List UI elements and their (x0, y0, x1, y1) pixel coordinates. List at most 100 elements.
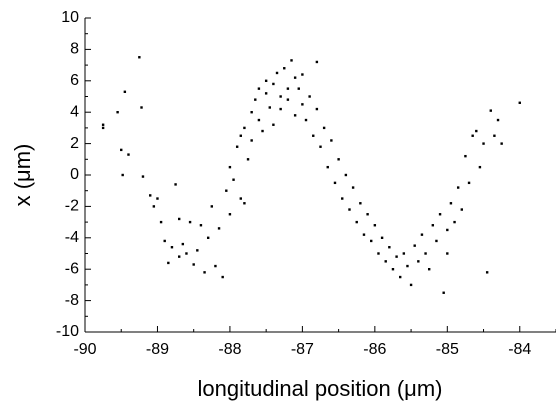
point (380, 236, 384, 239)
point (188, 220, 192, 224)
point (283, 67, 286, 70)
point (312, 134, 315, 137)
point (210, 205, 214, 208)
point (460, 208, 463, 211)
x-axis-label: longitudinal position (μm) (197, 376, 442, 401)
point (272, 123, 275, 126)
point (228, 165, 232, 169)
point (301, 103, 304, 106)
point (235, 145, 239, 148)
point (185, 252, 188, 255)
point (250, 111, 253, 114)
point (402, 252, 406, 255)
point (330, 139, 333, 142)
point (123, 90, 127, 93)
point (438, 213, 442, 216)
point (341, 197, 344, 200)
x-tick-label: -86 (363, 341, 386, 358)
point (293, 114, 297, 117)
point (485, 271, 489, 274)
point (337, 158, 340, 161)
point (431, 224, 435, 227)
point (264, 79, 268, 82)
point (417, 260, 420, 263)
point (489, 109, 492, 112)
y-tick-label: -10 (56, 323, 79, 340)
point (221, 275, 224, 279)
point (399, 275, 402, 279)
point (101, 126, 105, 130)
y-tick-label: 4 (70, 103, 79, 120)
point (427, 268, 431, 271)
point (344, 173, 348, 177)
point (286, 98, 290, 101)
point (116, 111, 119, 114)
point (475, 129, 478, 133)
point (377, 252, 380, 255)
point (442, 291, 445, 294)
point (127, 153, 130, 156)
point (257, 87, 261, 90)
y-tick-label: 10 (61, 9, 79, 26)
point (203, 271, 206, 274)
point (467, 181, 471, 185)
point (178, 255, 181, 258)
point (413, 244, 416, 247)
point (333, 181, 337, 185)
point (268, 106, 271, 109)
point (373, 224, 377, 227)
point (301, 73, 304, 76)
point (225, 189, 228, 192)
point (388, 246, 391, 249)
point (279, 95, 282, 98)
y-tick-label: 8 (70, 41, 79, 58)
point (163, 239, 166, 243)
point (167, 261, 170, 265)
x-tick-label: -90 (73, 341, 96, 358)
point (170, 246, 174, 249)
point (257, 118, 261, 122)
point (214, 264, 217, 268)
y-tick-label: 6 (70, 72, 79, 89)
point (261, 129, 264, 133)
y-tick-label: -8 (65, 292, 79, 309)
point (286, 87, 290, 90)
point (159, 220, 163, 224)
point (290, 59, 293, 62)
point (449, 202, 453, 205)
point (355, 220, 358, 224)
point (120, 148, 123, 152)
point (239, 197, 242, 200)
point (366, 213, 369, 216)
point (384, 260, 387, 263)
point (424, 252, 427, 255)
point (395, 255, 398, 258)
point (275, 71, 279, 75)
x-tick-label: -88 (218, 341, 241, 358)
point (370, 239, 373, 243)
point (359, 202, 362, 205)
point (304, 118, 308, 122)
x-tick-label: -84 (508, 341, 531, 358)
point (149, 194, 152, 197)
point (141, 175, 145, 178)
point (206, 236, 210, 239)
point (308, 95, 311, 98)
point (293, 76, 297, 79)
y-tick-label: -6 (65, 260, 79, 277)
point (192, 263, 195, 266)
point (351, 186, 355, 189)
point (297, 87, 300, 90)
point (500, 142, 503, 145)
point (243, 202, 246, 205)
point (446, 252, 449, 255)
point (156, 197, 159, 200)
point (315, 60, 319, 64)
point (326, 165, 329, 169)
point (264, 92, 268, 95)
point (319, 145, 322, 148)
point (228, 213, 232, 216)
point (217, 227, 221, 230)
